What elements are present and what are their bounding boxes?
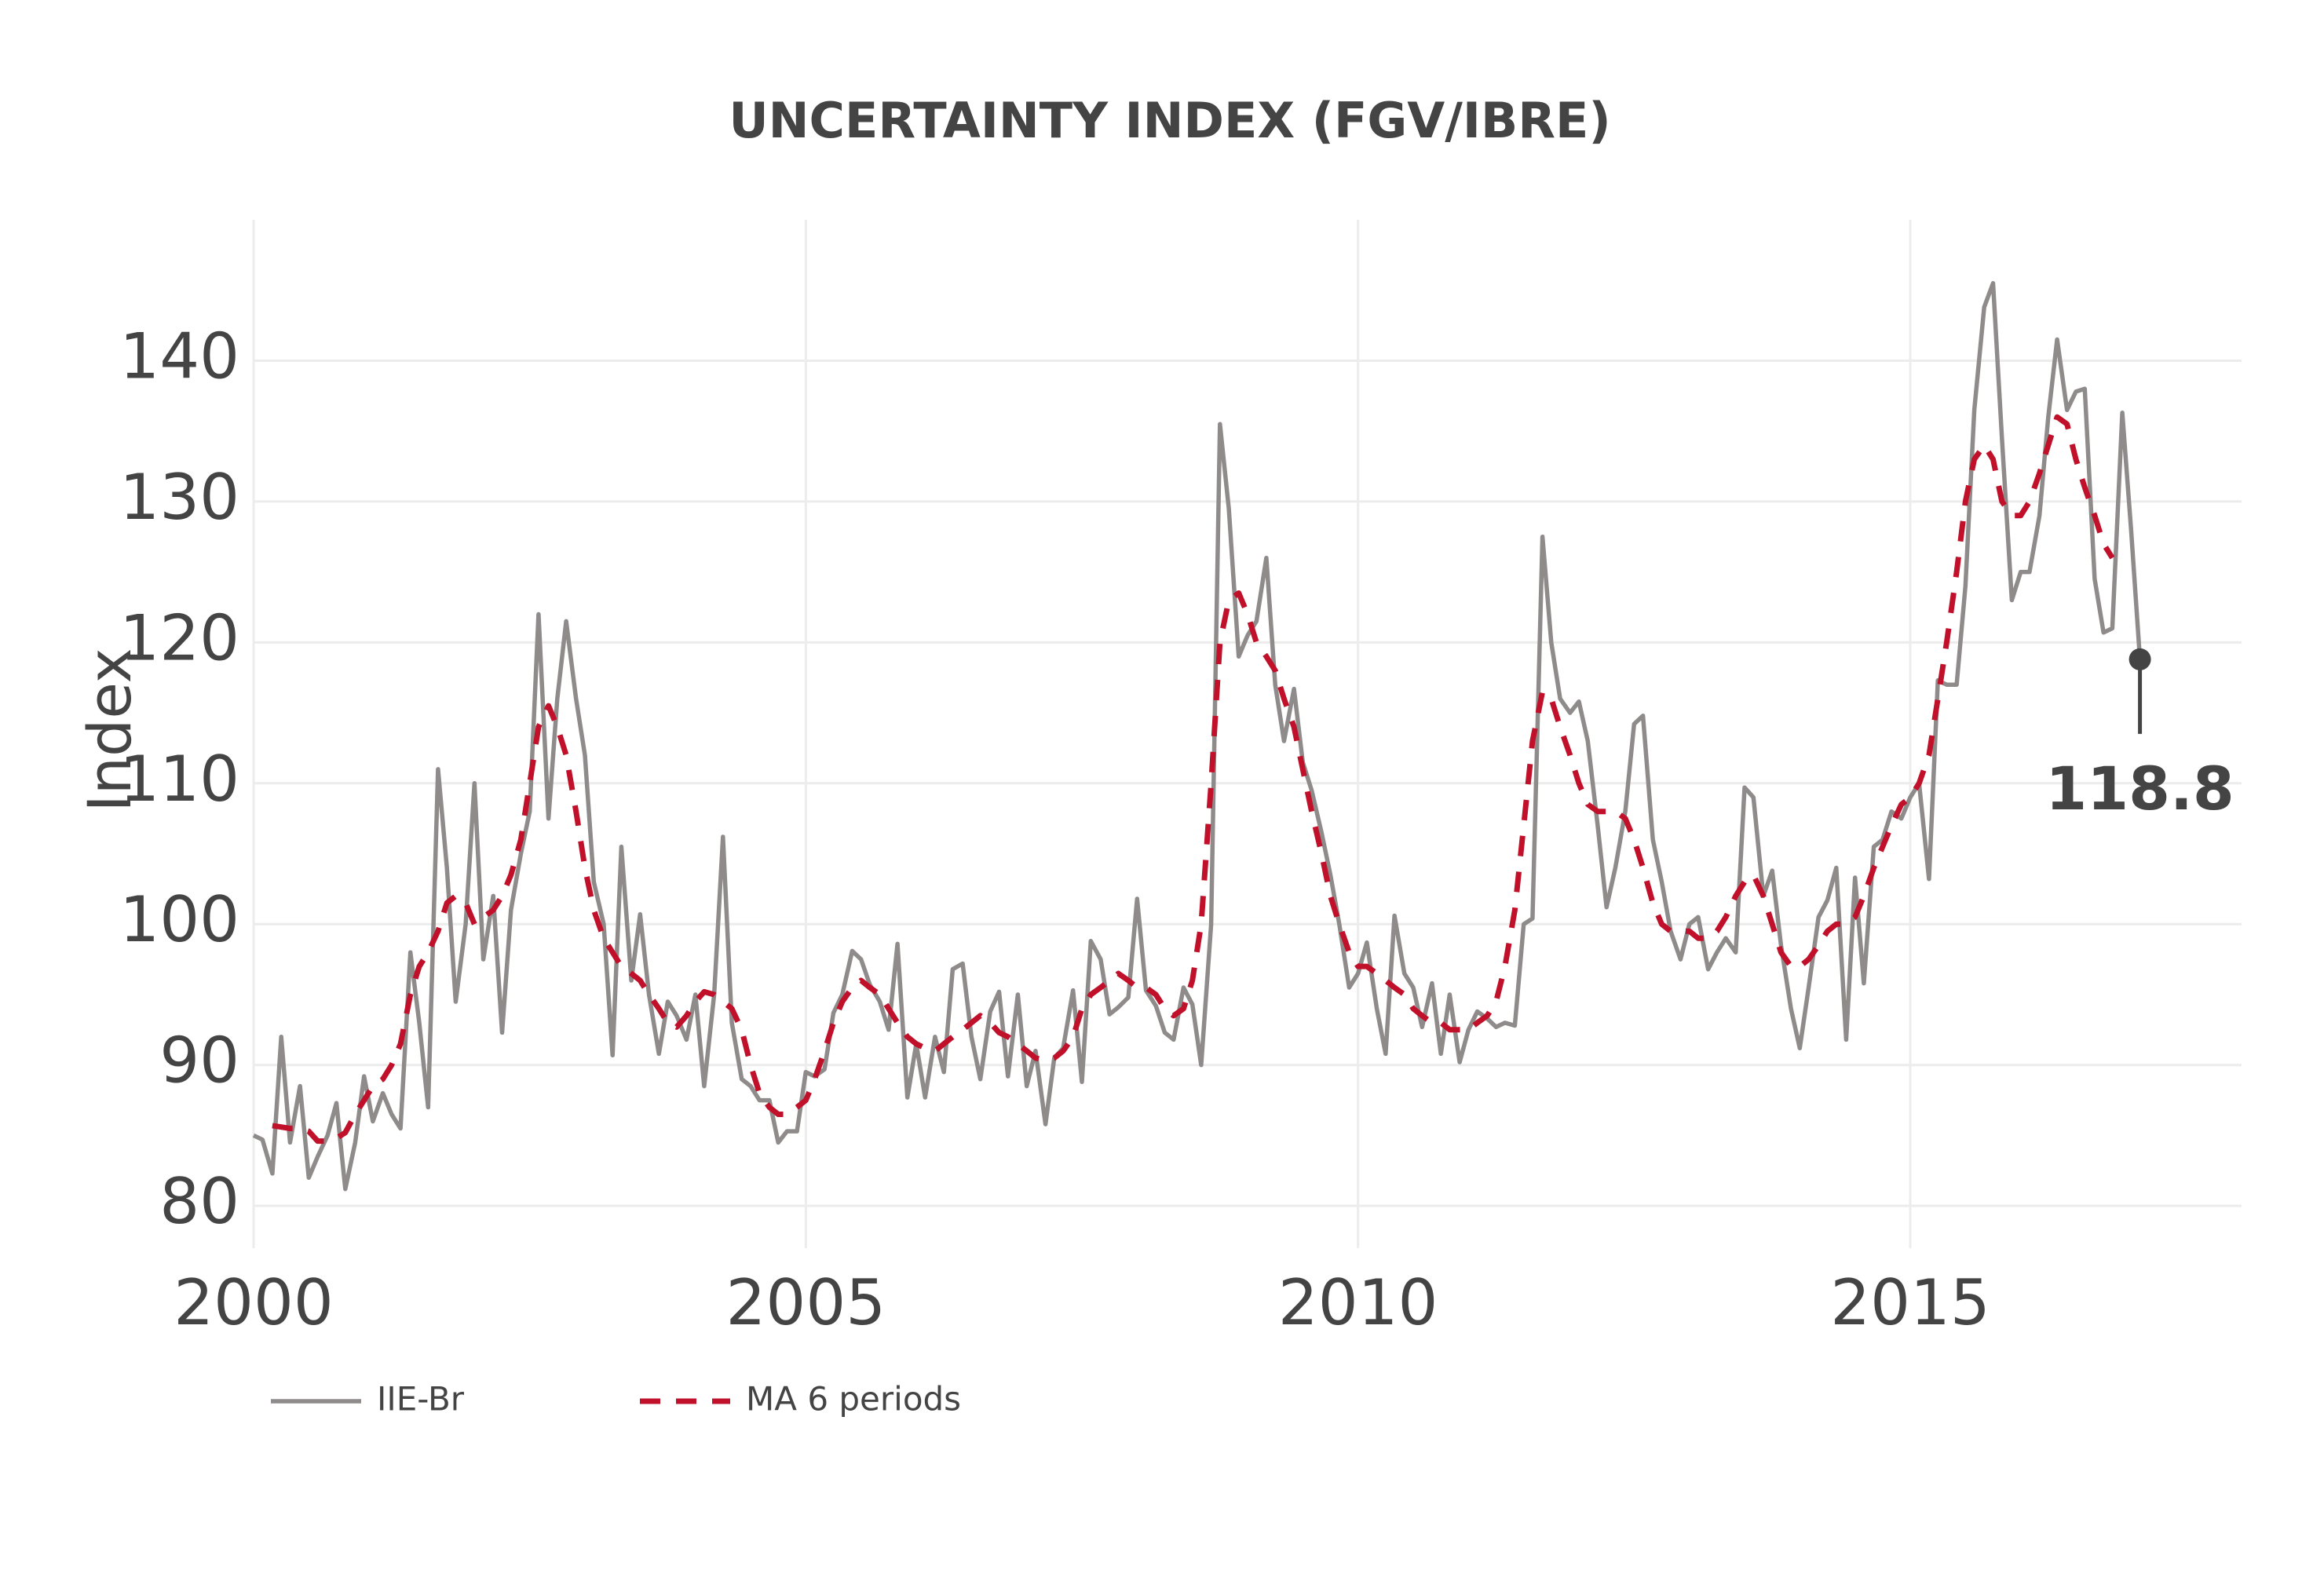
y-tick-label: 110 [119,743,239,816]
legend-label: IIE-Br [377,1380,465,1418]
chart-title: UNCERTAINTY INDEX (FGV/IBRE) [729,92,1610,149]
last-value-label: 118.8 [2045,754,2234,823]
y-tick-label: 140 [119,319,239,392]
legend-label: MA 6 periods [746,1380,961,1418]
y-tick-label: 130 [119,461,239,534]
x-tick-label: 2005 [726,1266,886,1339]
x-tick-label: 2015 [1830,1266,1990,1339]
series-line [252,281,2143,1192]
series-line [272,414,2115,1145]
x-tick-label: 2010 [1278,1266,1438,1339]
last-point-marker [2129,648,2151,670]
y-tick-label: 80 [159,1165,239,1238]
y-tick-label: 120 [119,601,239,674]
y-tick-label: 90 [159,1024,239,1097]
y-axis-title: Index [75,648,144,812]
x-tick-label: 2000 [174,1266,334,1339]
y-tick-label: 100 [119,883,239,956]
